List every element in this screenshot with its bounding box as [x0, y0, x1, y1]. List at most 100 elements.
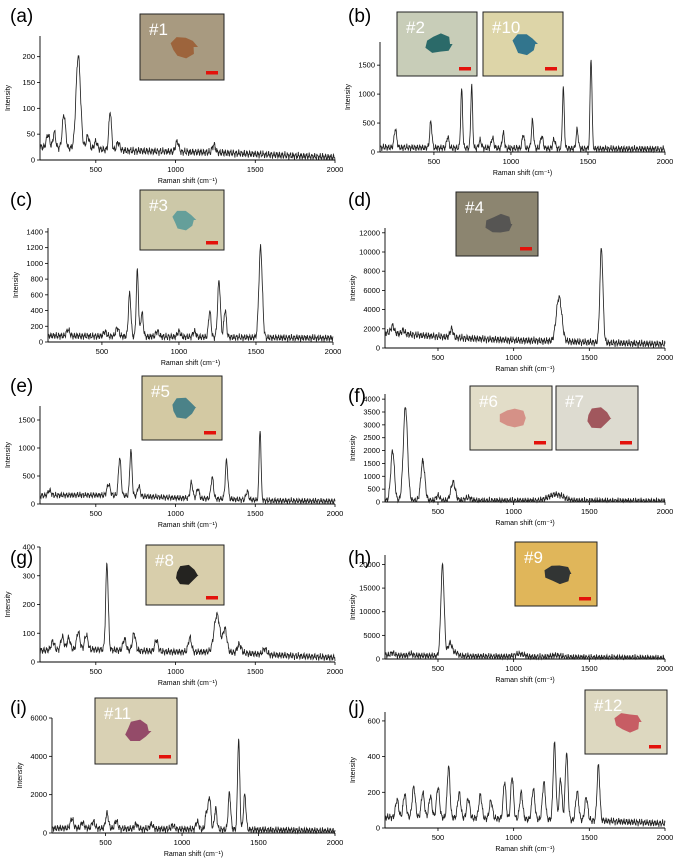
- inset-label: #11: [104, 704, 131, 723]
- inset-label: #7: [565, 392, 584, 411]
- y-tick-label: 1000: [358, 90, 375, 99]
- x-tick-label: 1500: [247, 667, 264, 676]
- x-axis-label: Raman shift (cm⁻¹): [495, 677, 554, 684]
- inset-label: #9: [524, 548, 543, 567]
- inset-photo: #6: [469, 385, 553, 451]
- particle-blob: [425, 33, 453, 53]
- spectrum-line: [39, 430, 336, 505]
- scale-bar: [620, 441, 632, 445]
- y-tick-label: 1500: [363, 459, 380, 468]
- y-tick-label: 1200: [26, 243, 43, 252]
- inset-label: #5: [151, 382, 170, 401]
- x-tick-label: 2000: [657, 507, 674, 516]
- scale-bar: [206, 241, 218, 245]
- x-tick-label: 2000: [657, 833, 674, 842]
- x-tick-label: 1000: [167, 165, 184, 174]
- particle-blob: [172, 397, 197, 419]
- particle-blob: [170, 37, 198, 59]
- y-tick-label: 1500: [18, 416, 35, 425]
- y-tick-label: 8000: [363, 267, 380, 276]
- x-axis-label: Raman shift (cm⁻¹): [158, 680, 217, 687]
- y-tick-label: 2000: [30, 790, 47, 799]
- particle-blob: [614, 713, 642, 733]
- x-tick-label: 500: [432, 664, 445, 673]
- inset-photo: #4: [455, 191, 539, 257]
- x-tick-label: 2000: [657, 157, 674, 166]
- y-tick-label: 2000: [363, 446, 380, 455]
- y-tick-label: 150: [22, 78, 35, 87]
- x-axis-label: Raman shift (cm⁻¹): [164, 851, 223, 858]
- x-tick-label: 1000: [167, 509, 184, 518]
- y-tick-label: 200: [367, 788, 380, 797]
- y-tick-label: 500: [22, 472, 35, 481]
- x-tick-label: 1000: [505, 664, 522, 673]
- spectrum-line: [384, 741, 666, 828]
- y-tick-label: 3500: [363, 408, 380, 417]
- x-tick-label: 1500: [580, 157, 597, 166]
- y-tick-label: 1000: [18, 444, 35, 453]
- inset-photo: #1: [139, 13, 225, 81]
- inset-photo: #11: [94, 697, 178, 765]
- y-tick-label: 6000: [363, 286, 380, 295]
- x-tick-label: 1500: [250, 838, 267, 847]
- y-tick-label: 10000: [359, 607, 380, 616]
- x-tick-label: 500: [90, 667, 103, 676]
- y-tick-label: 200: [30, 322, 43, 331]
- y-tick-label: 200: [22, 52, 35, 61]
- y-axis-label: Intensity: [13, 271, 20, 298]
- inset-label: #8: [155, 551, 174, 570]
- y-tick-label: 1000: [363, 472, 380, 481]
- x-tick-label: 1000: [503, 157, 520, 166]
- y-tick-label: 12000: [359, 228, 380, 237]
- x-tick-label: 2000: [657, 353, 674, 362]
- inset-photo: #3: [139, 189, 225, 251]
- panel-label: (e): [10, 376, 33, 397]
- y-tick-label: 600: [30, 290, 43, 299]
- y-axis-label: Intensity: [350, 434, 357, 461]
- x-tick-label: 500: [90, 509, 103, 518]
- x-axis-label: Raman shift (cm⁻¹): [158, 178, 217, 185]
- particle-blob: [172, 210, 197, 231]
- spectrum-line: [384, 247, 666, 348]
- y-tick-label: 4000: [30, 752, 47, 761]
- panel-b: (b) 500 1000 1500 2000 0 500 1000 1500 Raman shif…: [345, 6, 673, 177]
- y-tick-label: 0: [376, 824, 380, 833]
- scale-bar: [206, 596, 218, 600]
- panel-j: (j) 500 1000 1500 2000 0 200 400 600 Raman shift …: [348, 689, 674, 853]
- y-tick-label: 400: [30, 306, 43, 315]
- panel-f: (f) 500 1000 1500 2000 0 500 1000 1500 2000 2500 30…: [348, 385, 674, 527]
- inset-label: #10: [492, 18, 520, 37]
- y-tick-label: 6000: [30, 714, 47, 723]
- x-tick-label: 1500: [581, 833, 598, 842]
- x-tick-label: 500: [96, 347, 109, 356]
- spectrum-line: [39, 55, 336, 161]
- y-tick-label: 300: [22, 571, 35, 580]
- y-tick-label: 20000: [359, 560, 380, 569]
- panel-a: (a) 500 1000 1500 2000 0 50 100 150 200 Raman shif…: [5, 6, 343, 185]
- y-tick-label: 2000: [363, 324, 380, 333]
- x-tick-label: 500: [432, 507, 445, 516]
- x-axis-label: Raman shift (cm⁻¹): [495, 846, 554, 853]
- x-tick-label: 500: [428, 157, 441, 166]
- x-tick-label: 500: [99, 838, 112, 847]
- x-tick-label: 2000: [327, 509, 344, 518]
- y-tick-label: 100: [22, 629, 35, 638]
- x-tick-label: 1000: [505, 833, 522, 842]
- particle-blob: [544, 565, 572, 585]
- inset-photo: #10: [482, 11, 564, 77]
- inset-label: #2: [406, 18, 425, 37]
- inset-photo: #7: [555, 385, 639, 451]
- x-tick-label: 2000: [327, 165, 344, 174]
- y-tick-label: 3000: [363, 420, 380, 429]
- panel-label: (f): [348, 386, 366, 407]
- panel-label: (b): [348, 6, 371, 27]
- spectrum-line: [379, 59, 666, 154]
- x-tick-label: 500: [90, 165, 103, 174]
- y-tick-label: 400: [367, 752, 380, 761]
- y-tick-label: 15000: [359, 584, 380, 593]
- particle-blob: [499, 408, 526, 428]
- y-tick-label: 1500: [358, 61, 375, 70]
- inset-photo: #12: [584, 689, 668, 755]
- panel-label: (h): [348, 548, 371, 569]
